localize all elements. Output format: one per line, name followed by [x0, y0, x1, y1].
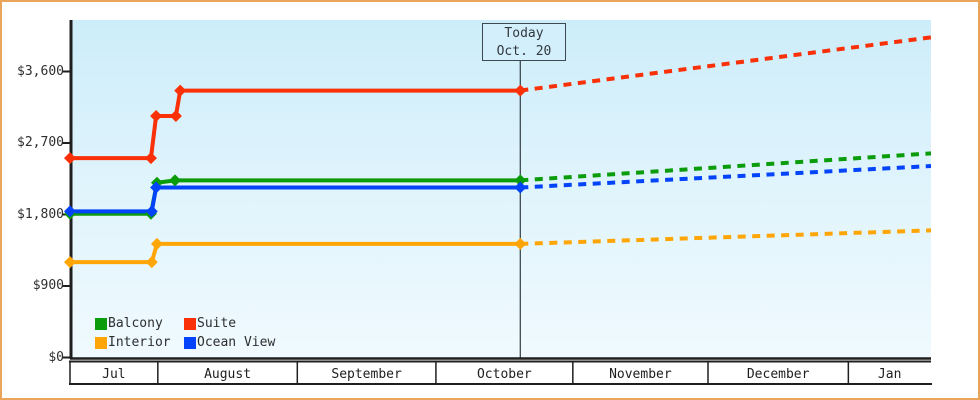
series-ocean-view-marker: [150, 181, 163, 194]
series-interior-marker: [145, 256, 158, 269]
x-axis-month-label: Jul: [102, 367, 126, 382]
legend-label: Suite: [197, 316, 237, 331]
series-suite-line: [70, 88, 521, 161]
series-interior-marker: [64, 256, 76, 269]
series-suite-marker: [150, 109, 163, 122]
x-axis-month-label: September: [331, 367, 402, 382]
series-interior-marker: [514, 237, 527, 250]
series-ocean-view-line: [70, 185, 521, 214]
suite-color-swatch: [184, 317, 196, 330]
series-interior-line: [70, 241, 521, 265]
balcony-color-swatch: [95, 317, 107, 330]
series-balcony-marker: [169, 174, 182, 187]
y-axis-label: $2,700: [17, 135, 64, 150]
y-axis-label: $3,600: [17, 63, 64, 79]
legend-item-interior: Interior: [95, 335, 171, 350]
series-balcony-forecast-line: [520, 151, 932, 183]
series-suite-marker: [174, 84, 187, 97]
series-suite-marker: [514, 84, 527, 97]
interior-color-swatch: [95, 336, 107, 349]
y-axis-label: $1,800: [17, 206, 64, 222]
series-ocean-view-marker: [514, 181, 527, 194]
series-suite-marker: [169, 109, 182, 122]
x-axis-month-label: December: [746, 367, 810, 382]
x-axis-month-label: Jan: [877, 367, 902, 382]
today-date: Oct. 20: [496, 44, 552, 59]
series-interior-marker: [150, 237, 163, 250]
x-axis-month-label: November: [609, 367, 672, 382]
legend-item-ocean-view: Ocean View: [184, 335, 276, 350]
series-interior-forecast-line: [520, 228, 932, 246]
legend-item-balcony: Balcony: [95, 316, 163, 331]
series-ocean-view-marker: [64, 205, 76, 218]
legend-item-suite: Suite: [184, 316, 237, 331]
series-suite-marker: [64, 152, 76, 165]
series-suite-marker: [144, 152, 157, 165]
legend-label: Interior: [108, 335, 171, 350]
y-axis-label: $0: [48, 349, 64, 365]
legend-label: Ocean View: [197, 335, 276, 350]
today-marker-box: Today Oct. 20: [482, 23, 566, 61]
x-axis-month-label: August: [204, 367, 252, 382]
x-axis-month-label: October: [476, 367, 532, 382]
y-axis-label: $900: [32, 278, 64, 293]
ocean-view-color-swatch: [184, 336, 196, 349]
series-suite-forecast-line: [520, 35, 932, 93]
series-ocean-view-forecast-line: [520, 164, 932, 190]
series-ocean-view-marker: [145, 205, 158, 218]
legend-label: Balcony: [108, 316, 163, 331]
today-label: Today: [504, 26, 544, 41]
series-balcony-marker: [514, 174, 527, 187]
